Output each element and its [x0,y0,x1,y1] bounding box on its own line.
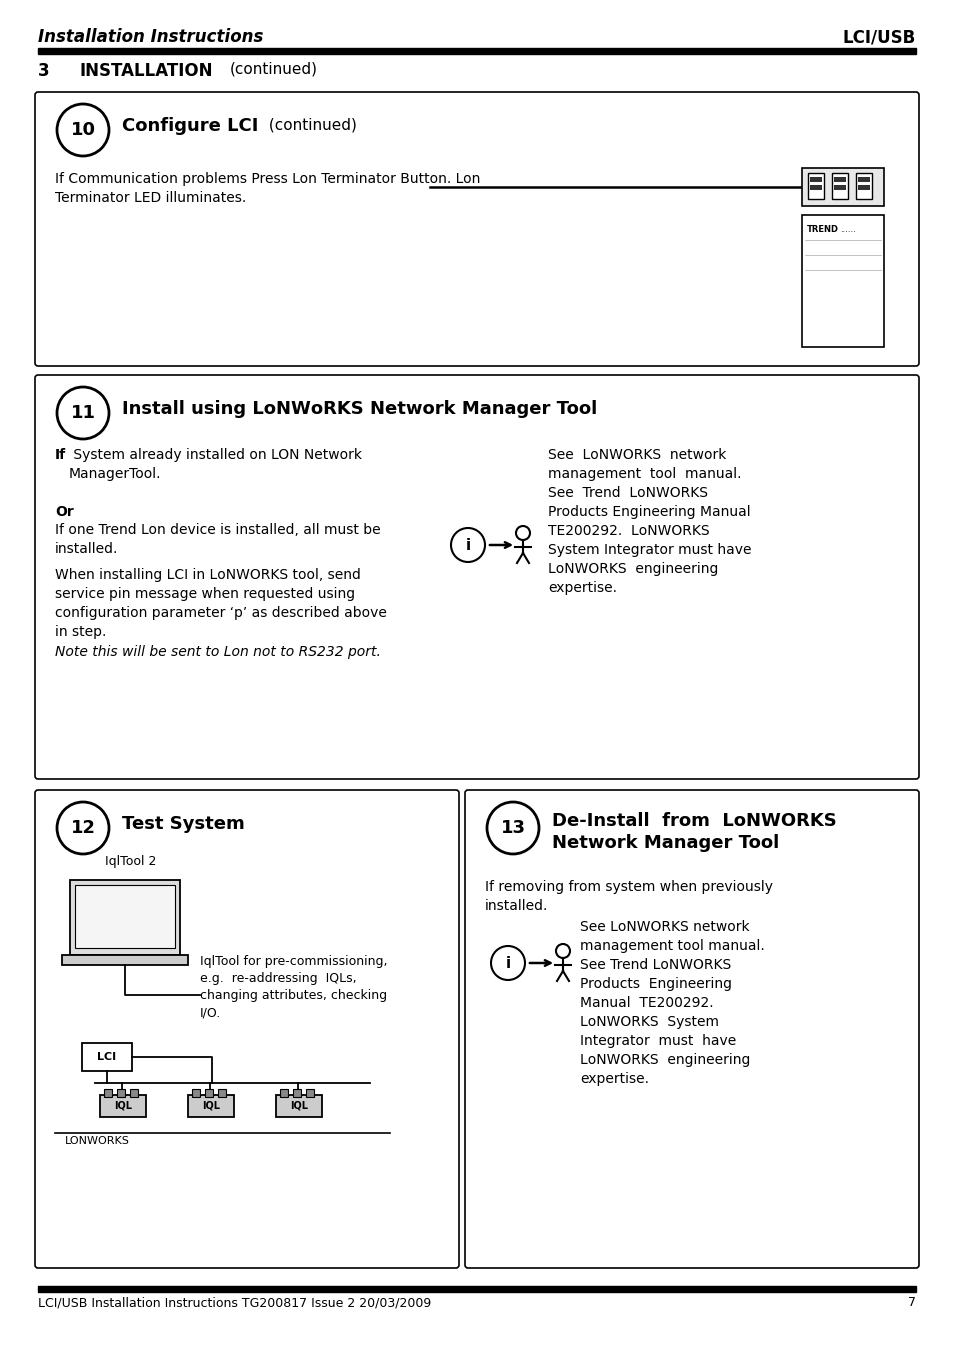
Text: IqlTool 2: IqlTool 2 [105,854,156,868]
Bar [801,168,883,206]
Text: System already installed on LON Network
ManagerTool.: System already installed on LON Network … [69,448,361,481]
Bar [280,1089,288,1097]
Bar [82,1043,132,1071]
Bar [807,173,823,199]
Text: Install using LᴏNWᴏRKS Network Manager Tool: Install using LᴏNWᴏRKS Network Manager T… [122,399,597,418]
Bar [833,177,845,181]
Bar [100,1095,146,1117]
Bar [188,1095,233,1117]
Text: IQL: IQL [290,1101,308,1112]
Bar [275,1095,322,1117]
Text: Installation Instructions: Installation Instructions [38,28,263,46]
Text: i: i [465,538,470,552]
Bar [205,1089,213,1097]
Bar [857,185,869,190]
Bar [831,173,847,199]
Text: IQL: IQL [202,1101,220,1112]
Text: If removing from system when previously
installed.: If removing from system when previously … [484,880,772,913]
Text: (continued): (continued) [264,116,356,131]
Text: LONWORKS: LONWORKS [65,1136,130,1145]
FancyBboxPatch shape [35,375,918,779]
Bar [801,215,883,347]
Text: If Communication problems Press Lon Terminator Button. Lon
Terminator LED illumi: If Communication problems Press Lon Term… [55,172,480,206]
Bar [306,1089,314,1097]
Bar [218,1089,226,1097]
Text: LCI: LCI [97,1052,116,1062]
Bar [104,1089,112,1097]
Bar [809,177,821,181]
Bar [117,1089,125,1097]
Text: TREND: TREND [806,225,838,234]
Bar [855,173,871,199]
FancyBboxPatch shape [35,789,458,1267]
Text: De-Install  from  LᴏNWORKS
Network Manager Tool: De-Install from LᴏNWORKS Network Manager… [552,812,836,852]
Text: IqlTool for pre-commissioning,
e.g.  re-addressing  IQLs,
changing attributes, c: IqlTool for pre-commissioning, e.g. re-a… [200,955,387,1020]
Bar [857,177,869,181]
Text: Configure LCI: Configure LCI [122,116,258,135]
Bar [38,47,915,54]
Text: 3: 3 [38,62,50,80]
Bar [809,185,821,190]
Text: 7: 7 [907,1296,915,1309]
Text: 13: 13 [500,819,525,837]
Text: If one Trend Lon device is installed, all must be
installed.: If one Trend Lon device is installed, al… [55,523,380,556]
Text: Or: Or [55,505,73,519]
Text: Test System: Test System [122,815,245,833]
Text: If: If [55,448,66,462]
Bar [62,955,188,965]
Text: (continued): (continued) [230,62,317,77]
Text: i: i [505,956,510,971]
Text: Note this will be sent to Lon not to RS232 port.: Note this will be sent to Lon not to RS2… [55,645,380,659]
Text: LCI/USB Installation Instructions TG200817 Issue 2 20/03/2009: LCI/USB Installation Instructions TG2008… [38,1296,431,1309]
Text: See LᴏNWORKS network
management tool manual.
See Trend LᴏNWORKS
Products  Engine: See LᴏNWORKS network management tool man… [579,919,764,1086]
Text: When installing LCI in LᴏNWORKS tool, send
service pin message when requested us: When installing LCI in LᴏNWORKS tool, se… [55,567,387,639]
Text: 12: 12 [71,819,95,837]
Bar [293,1089,301,1097]
Text: LCI/USB: LCI/USB [841,28,915,46]
Bar [70,880,180,955]
Bar [130,1089,138,1097]
Bar [833,185,845,190]
Text: INSTALLATION: INSTALLATION [80,62,213,80]
Text: 10: 10 [71,121,95,139]
Bar [75,886,174,948]
Text: IQL: IQL [113,1101,132,1112]
Bar [38,1286,915,1292]
FancyBboxPatch shape [464,789,918,1267]
Bar [192,1089,200,1097]
Text: See  LᴏNWORKS  network
management  tool  manual.
See  Trend  LᴏNWORKS
Products E: See LᴏNWORKS network management tool man… [547,448,751,594]
Text: 11: 11 [71,403,95,422]
Text: ......: ...... [840,225,855,234]
FancyBboxPatch shape [35,92,918,366]
